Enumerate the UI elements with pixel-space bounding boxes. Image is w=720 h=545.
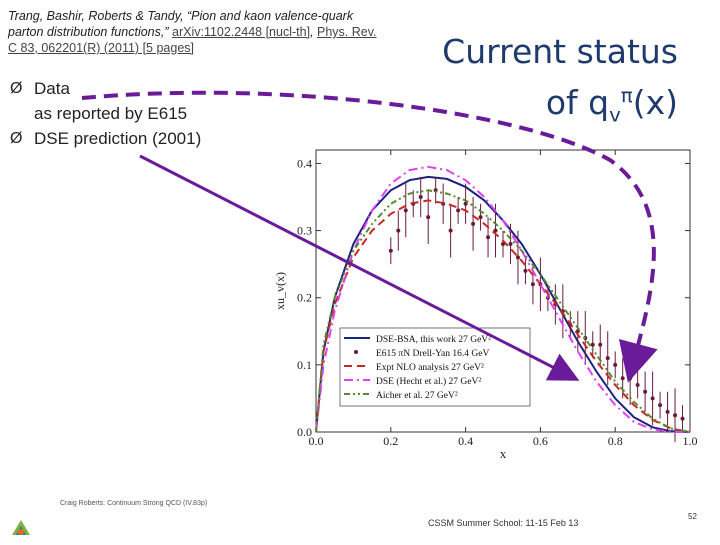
- data-point: [508, 242, 513, 246]
- citation-authors: Trang, Bashir, Roberts & Tandy, “Pion an…: [8, 9, 354, 39]
- bullet-list: Ø Data as reported by E615 Ø DSE predict…: [10, 76, 201, 151]
- data-point: [590, 342, 595, 347]
- data-point: [598, 342, 603, 347]
- title-line-2: of qvπ(x): [545, 83, 678, 127]
- data-point: [658, 403, 663, 408]
- chart-container: 0.0 0.2 0.4 0.6 0.8 1.0 0.0 0.1 0.2 0.3 0.4 x xu_v(x…: [270, 140, 710, 461]
- arrow-bullet-icon: Ø: [10, 130, 23, 147]
- data-point: [605, 356, 610, 361]
- data-point: [426, 215, 431, 220]
- title-line-1: Current status: [442, 32, 678, 71]
- data-point: [673, 413, 678, 418]
- arxiv-link[interactable]: arXiv:1102.2448 [nucl-th]: [172, 25, 311, 39]
- y-axis-label: xu_v(x): [273, 272, 287, 310]
- cssm-logo: [10, 518, 32, 540]
- legend-label: Aicher et al. 27 GeV²: [376, 391, 458, 401]
- slide-title: Current status of qvπ(x): [442, 30, 678, 138]
- x-axis-label: x: [500, 446, 507, 460]
- data-point: [396, 228, 401, 233]
- legend-marker: [354, 350, 358, 354]
- citation-block: Trang, Bashir, Roberts & Tandy, “Pion an…: [8, 9, 377, 55]
- data-point: [620, 376, 625, 381]
- data-point: [680, 416, 685, 421]
- data-point: [403, 208, 408, 213]
- y-tick-label: 0.4: [297, 156, 312, 170]
- footer-middle-text: CSSM Summer School: 11-15 Feb 13: [428, 518, 579, 528]
- x-tick-label: 0.4: [458, 434, 473, 448]
- data-point: [448, 228, 453, 233]
- y-tick-label: 0.3: [297, 224, 312, 238]
- data-point: [643, 389, 648, 394]
- data-point: [388, 248, 393, 253]
- data-point: [418, 195, 423, 199]
- footer-left-text: Craig Roberts: Continuum Strong QCD (IV.…: [60, 500, 208, 507]
- data-point: [523, 268, 528, 273]
- page-number: 52: [688, 512, 697, 521]
- data-point: [471, 221, 476, 226]
- x-tick-label: 1.0: [683, 434, 698, 448]
- data-point: [456, 208, 461, 213]
- legend-label: Expt NLO analysis 27 GeV²: [376, 363, 484, 373]
- legend-label: DSE-BSA, this work 27 GeV²: [376, 335, 491, 345]
- data-point: [486, 235, 491, 240]
- bullet-text-data-2: as reported by E615: [34, 104, 188, 123]
- y-tick-label: 0.0: [297, 425, 312, 439]
- bullet-item-data: Ø Data: [10, 76, 201, 101]
- chart-svg: 0.0 0.2 0.4 0.6 0.8 1.0 0.0 0.1 0.2 0.3 0.4 x xu_v(x…: [273, 149, 698, 461]
- data-point: [665, 409, 670, 414]
- data-point: [650, 396, 655, 401]
- bullet-text-data: Data: [34, 79, 70, 98]
- data-point: [530, 282, 535, 287]
- arrow-bullet-icon: Ø: [10, 80, 23, 97]
- x-tick-label: 0.0: [309, 434, 324, 448]
- bullet-item-dse: Ø DSE prediction (2001): [10, 126, 201, 151]
- x-tick-label: 0.2: [383, 434, 398, 448]
- bullet-text-dse: DSE prediction (2001): [34, 129, 202, 148]
- x-tick-label: 0.8: [608, 434, 623, 448]
- y-tick-label: 0.1: [297, 358, 312, 372]
- data-point: [613, 362, 618, 367]
- x-tick-label: 0.6: [533, 434, 548, 448]
- data-point: [515, 255, 520, 260]
- y-tick-label: 0.2: [297, 291, 312, 305]
- data-point: [628, 376, 633, 381]
- data-point: [635, 383, 640, 387]
- legend-label: DSE (Hecht et al.) 27 GeV²: [376, 376, 481, 387]
- journal-link[interactable]: Phys. Rev. C 83, 062201(R) (2011) [5 pag…: [8, 25, 377, 55]
- data-point: [478, 215, 483, 220]
- legend-label: E615 πN Drell-Yan 16.4 GeV: [376, 349, 489, 359]
- bullet-item-data-sub: as reported by E615: [10, 101, 201, 126]
